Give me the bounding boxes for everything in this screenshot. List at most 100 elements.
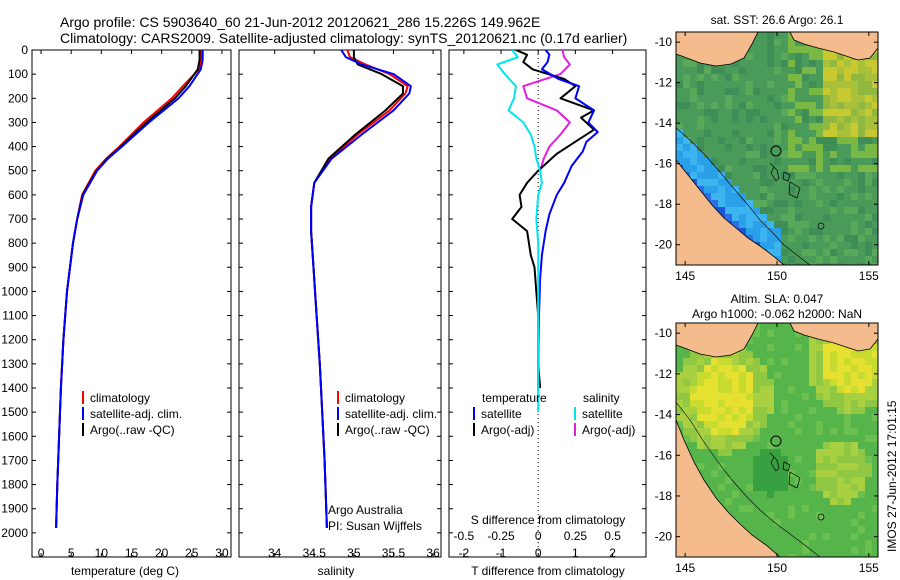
field-cell [774, 102, 781, 109]
field-cell [732, 351, 739, 358]
temperature-xlabel: temperature (deg C) [71, 564, 179, 578]
field-cell [809, 235, 816, 242]
field-cell [795, 53, 802, 60]
field-cell [851, 365, 858, 372]
field-cell [872, 158, 878, 165]
field-cell [816, 116, 823, 123]
field-cell [711, 442, 718, 449]
field-cell [753, 379, 760, 386]
field-cell [851, 144, 858, 151]
field-cell [830, 365, 837, 372]
field-cell [697, 144, 704, 151]
field-cell [795, 67, 802, 74]
field-cell [718, 407, 725, 414]
land-solomon-islands [789, 323, 878, 352]
field-cell [865, 123, 872, 130]
map-y-tick-label: -12 [655, 367, 673, 381]
field-cell [676, 144, 683, 151]
x-tick-label: 10 [95, 546, 109, 560]
field-cell [704, 130, 711, 137]
field-cell [851, 130, 858, 137]
field-cell [858, 463, 865, 470]
field-cell [851, 358, 858, 365]
field-cell [774, 484, 781, 491]
field-cell [683, 421, 690, 428]
field-cell [795, 116, 802, 123]
field-cell [788, 186, 795, 193]
field-cell [858, 456, 865, 463]
field-cell [816, 179, 823, 186]
field-cell [690, 421, 697, 428]
field-cell [802, 144, 809, 151]
field-cell [725, 74, 732, 81]
field-cell [753, 88, 760, 95]
field-cell [753, 421, 760, 428]
field-cell [739, 67, 746, 74]
field-cell [858, 186, 865, 193]
field-cell [718, 200, 725, 207]
field-cell [774, 242, 781, 249]
field-cell [760, 221, 767, 228]
field-cell [823, 60, 830, 67]
depth-tick-label: 300 [8, 115, 28, 129]
field-cell [865, 351, 872, 358]
field-cell [837, 386, 844, 393]
field-cell [844, 351, 851, 358]
field-cell [788, 207, 795, 214]
field-cell [837, 95, 844, 102]
field-cell [844, 81, 851, 88]
field-cell [795, 137, 802, 144]
field-cell [844, 421, 851, 428]
field-cell [704, 109, 711, 116]
field-cell [746, 200, 753, 207]
field-cell [753, 400, 760, 407]
field-cell [816, 88, 823, 95]
field-cell [837, 74, 844, 81]
field-cell [753, 484, 760, 491]
field-cell [767, 491, 774, 498]
depth-tick-label: 1700 [1, 453, 28, 467]
map-y-tick-label: -10 [655, 35, 673, 49]
sla-map-y-axis: -10 -12 -14 -16 -18 -20 [655, 326, 878, 544]
field-cell [704, 414, 711, 421]
field-cell [865, 130, 872, 137]
field-cell [718, 421, 725, 428]
field-cell [851, 449, 858, 456]
field-cell [872, 400, 878, 407]
series-line [522, 50, 571, 171]
field-cell [676, 386, 683, 393]
field-cell [851, 484, 858, 491]
field-cell [823, 53, 830, 60]
field-cell [732, 358, 739, 365]
field-cell [767, 228, 774, 235]
field-cell [767, 400, 774, 407]
field-cell [851, 74, 858, 81]
field-cell [837, 351, 844, 358]
field-cell [823, 386, 830, 393]
field-cell [767, 242, 774, 249]
field-cell [788, 95, 795, 102]
field-cell [788, 221, 795, 228]
land-papua-new-guinea [676, 323, 759, 358]
field-cell [676, 151, 683, 158]
field-cell [683, 428, 690, 435]
field-cell [837, 372, 844, 379]
depth-tick-label: 1500 [1, 405, 28, 419]
x-tick-label: -1 [496, 546, 507, 560]
field-cell [788, 256, 795, 263]
field-cell [767, 463, 774, 470]
field-cell [830, 88, 837, 95]
field-cell [809, 470, 816, 477]
field-cell [802, 102, 809, 109]
field-cell [851, 88, 858, 95]
field-cell [781, 95, 788, 102]
field-cell [809, 123, 816, 130]
difference-legend-salinity: salinity satellite Argo(-adj) [574, 391, 635, 437]
field-cell [767, 207, 774, 214]
imos-timestamp: IMOS 27-Jun-2012 17:01:15 [885, 400, 899, 552]
field-cell [746, 144, 753, 151]
field-cell [823, 123, 830, 130]
field-cell [739, 228, 746, 235]
field-cell [816, 512, 823, 519]
field-cell [844, 365, 851, 372]
